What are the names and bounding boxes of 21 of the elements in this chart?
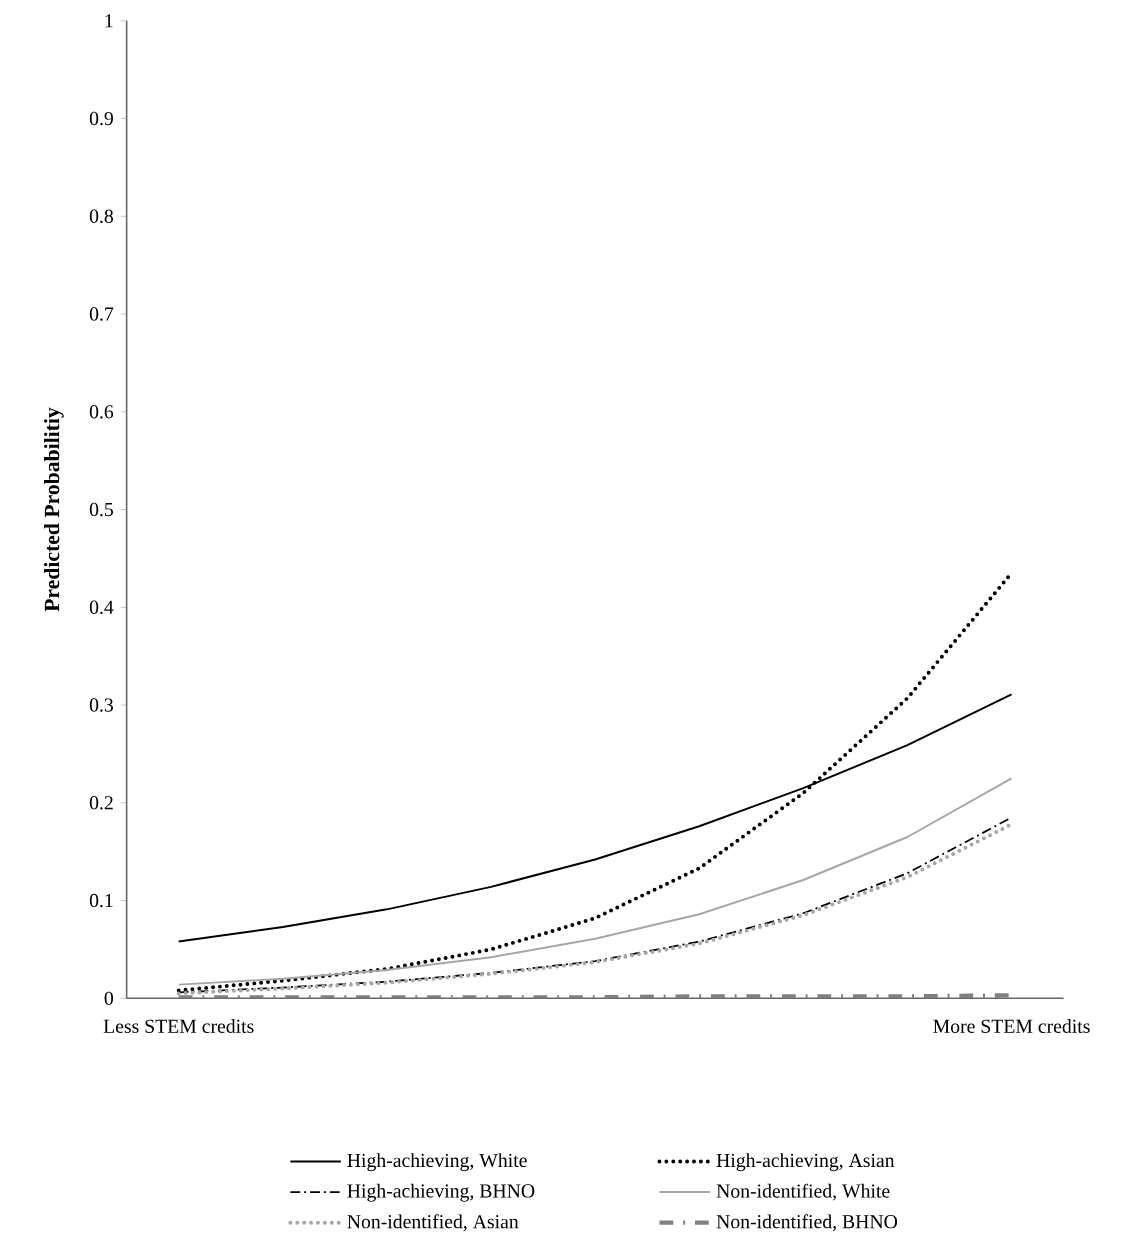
legend-label: High-achieving, BHNO [347, 1183, 535, 1202]
legend-label: Non-identified, White [716, 1183, 890, 1201]
y-tick-label: 1 [105, 14, 113, 28]
y-tick-label: 0.5 [89, 502, 114, 517]
y-axis-title: Predicted Probabilitiy [44, 407, 64, 612]
legend-label: High-achieving, White [347, 1153, 527, 1172]
y-tick-label: 0.2 [89, 796, 113, 810]
y-tick-label: 0.3 [89, 698, 114, 712]
legend-label: Non-identified, Asian [347, 1214, 519, 1232]
y-tick-label: 0.9 [89, 111, 113, 126]
y-tick-label: 0.7 [89, 307, 114, 321]
legend-label: High-achieving, Asian [716, 1153, 895, 1172]
y-tick-label: 0.1 [89, 893, 113, 908]
y-tick-label: 0 [104, 991, 114, 1005]
line-series [177, 777, 1013, 986]
x-tick-label: More STEM credits [933, 1019, 1090, 1033]
y-tick-label: 0.4 [89, 600, 114, 614]
y-tick-label: 0.8 [89, 209, 114, 223]
legend-label: Non-identified, BHNO [716, 1214, 898, 1232]
y-tick-label: 0.6 [89, 405, 114, 419]
x-tick-label: Less STEM credits [103, 1019, 254, 1033]
